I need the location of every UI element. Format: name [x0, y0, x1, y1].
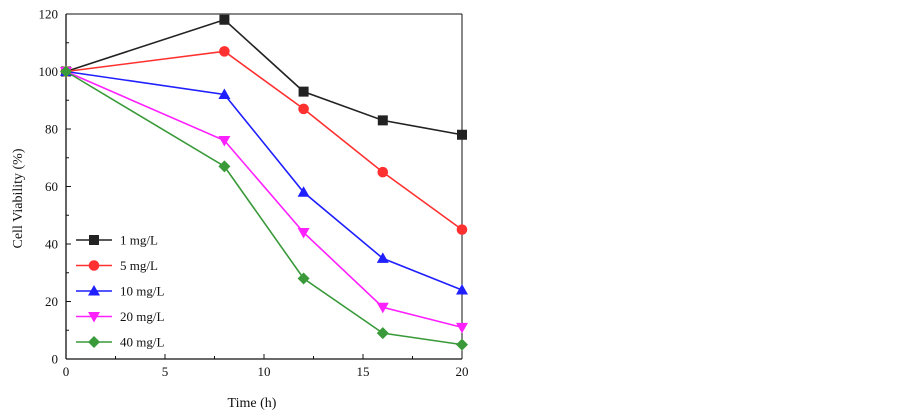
data-point-40-mg-l: [456, 338, 468, 351]
series-40-mg-l: [60, 65, 468, 351]
y-axis-title: Cell Viability (%): [11, 148, 26, 248]
x-tick-label: 15: [357, 364, 370, 379]
legend-label-5-mg-l: 5 mg/L: [120, 258, 158, 273]
data-point-10-mg-l: [297, 186, 310, 197]
data-point-40-mg-l: [376, 327, 389, 340]
y-tick-label: 60: [45, 179, 58, 194]
data-point-10-mg-l: [456, 284, 468, 295]
data-point-40-mg-l: [297, 272, 310, 285]
legend-label-1-mg-l: 1 mg/L: [120, 233, 158, 248]
data-point-1-mg-l: [457, 129, 467, 140]
y-tick-label: 0: [52, 352, 59, 367]
legend-label-40-mg-l: 40 mg/L: [120, 335, 164, 350]
y-tick-label: 80: [45, 122, 58, 137]
x-tick-label: 20: [456, 364, 469, 379]
x-axis-title: Time (h): [228, 396, 277, 411]
legend-item-40-mg-l: 40 mg/L: [76, 335, 164, 350]
legend: 1 mg/L 5 mg/L 10 mg/L 20 mg/L 40 mg/L: [76, 233, 164, 350]
legend-item-1-mg-l: 1 mg/L: [76, 233, 158, 248]
data-point-20-mg-l: [376, 302, 389, 314]
data-point-1-mg-l: [377, 115, 388, 126]
data-point-5-mg-l: [456, 224, 468, 235]
legend-marker-10-mg-l: [88, 285, 100, 296]
y-tick-label: 100: [39, 64, 59, 79]
y-tick-label: 40: [45, 237, 58, 252]
axes-layer: 0 5 10 15 20 0 20 40 60 80 100 120 Time (h) Cell Viab…: [11, 7, 469, 412]
legend-item-5-mg-l: 5 mg/L: [76, 258, 158, 273]
series-line-1-mg-l: [65, 18, 463, 136]
series-1-mg-l: [61, 14, 467, 140]
series-line-5-mg-l: [65, 50, 463, 231]
data-point-40-mg-l: [60, 65, 72, 78]
data-point-20-mg-l: [297, 228, 310, 239]
data-point-1-mg-l: [219, 14, 230, 25]
series-line-40-mg-l: [65, 70, 463, 346]
y-tick-label: 20: [45, 294, 58, 309]
series-5-mg-l: [60, 46, 468, 235]
x-tick-label: 10: [258, 364, 271, 379]
legend-marker-1-mg-l: [89, 235, 99, 245]
y-tick-label: 120: [39, 7, 59, 22]
data-point-10-mg-l: [376, 252, 389, 263]
data-point-20-mg-l: [218, 136, 231, 147]
x-tick-label: 5: [162, 364, 169, 379]
legend-marker-5-mg-l: [88, 260, 100, 271]
data-point-1-mg-l: [298, 86, 309, 97]
data-point-5-mg-l: [377, 166, 389, 178]
legend-marker-40-mg-l: [88, 336, 100, 348]
series-20-mg-l: [60, 67, 468, 334]
x-tick-label: 0: [63, 364, 70, 379]
data-point-5-mg-l: [298, 103, 309, 115]
data-point-10-mg-l: [218, 88, 231, 99]
legend-marker-20-mg-l: [88, 312, 100, 323]
legend-item-20-mg-l: 20 mg/L: [76, 309, 164, 324]
series-layer: [60, 14, 468, 351]
data-point-40-mg-l: [218, 160, 231, 173]
legend-item-10-mg-l: 10 mg/L: [76, 284, 164, 299]
legend-label-10-mg-l: 10 mg/L: [120, 284, 164, 299]
legend-label-20-mg-l: 20 mg/L: [120, 309, 164, 324]
data-point-5-mg-l: [219, 46, 230, 57]
data-point-20-mg-l: [456, 322, 468, 334]
